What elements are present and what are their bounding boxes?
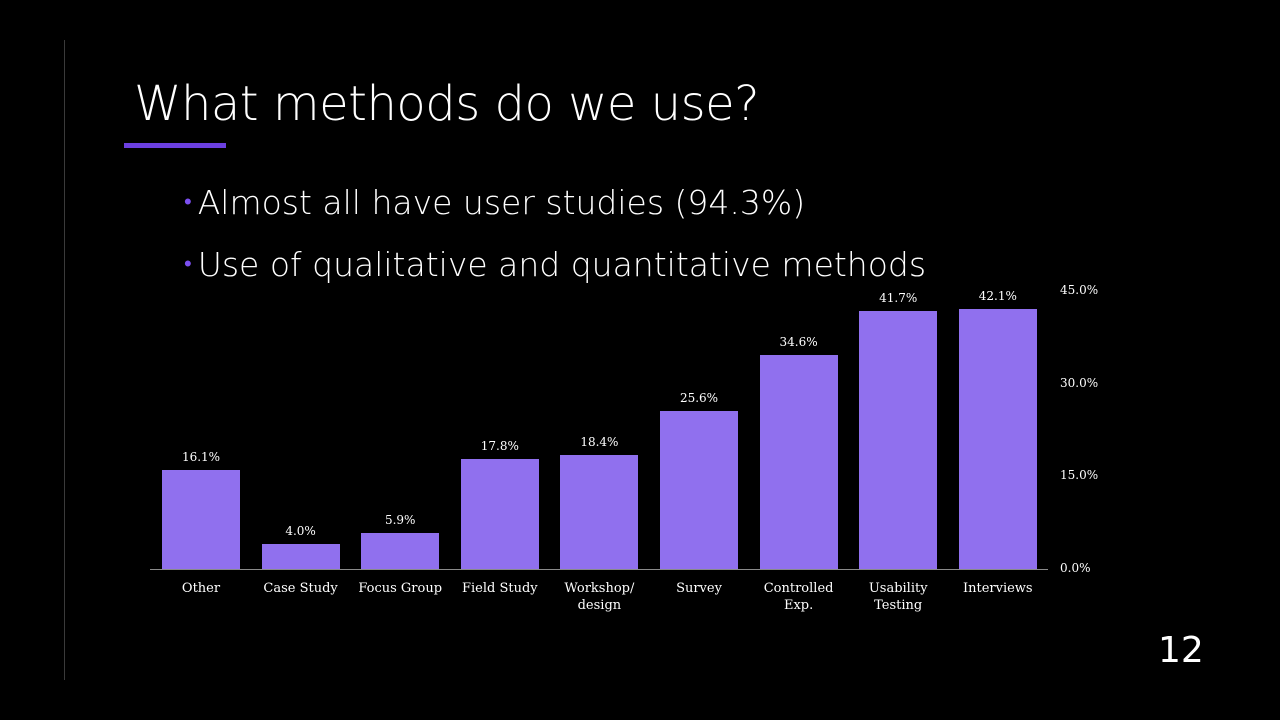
bar: [859, 311, 938, 569]
bar: [759, 355, 838, 569]
slide-title: What methods do we use?: [134, 76, 760, 132]
bar-value-label: 41.7%: [879, 291, 918, 306]
bar: [660, 410, 738, 569]
bullet-dot-icon: •: [184, 252, 192, 277]
y-axis-tick-label: 0.0%: [1060, 561, 1091, 575]
bullet-list: • Almost all have user studies (94.3%) •…: [184, 172, 926, 296]
bar: [162, 469, 240, 569]
page-number: 12: [1158, 630, 1204, 671]
bar-value-label: 4.0%: [285, 524, 316, 539]
category-label: Interviews: [962, 581, 1033, 596]
bar-value-label: 25.6%: [679, 390, 719, 405]
y-axis-tick-label: 45.0%: [1060, 283, 1099, 297]
x-axis-line: [150, 569, 1048, 570]
bar: [460, 459, 539, 569]
category-label: Other: [181, 581, 221, 596]
category-label: Workshop/ design: [564, 581, 635, 613]
category-label: Usability Testing: [868, 581, 928, 613]
category-label: Field Study: [461, 581, 538, 596]
bullet-dot-icon: •: [184, 190, 192, 215]
y-axis-tick-label: 15.0%: [1060, 468, 1099, 483]
bar-value-label: 16.1%: [181, 449, 221, 464]
bar-value-label: 34.6%: [779, 335, 818, 350]
bullet-item: • Use of qualitative and quantitative me…: [184, 234, 926, 296]
bullet-text: Use of qualitative and quantitative meth…: [197, 245, 927, 284]
title-accent-underline: [124, 143, 226, 148]
bar: [261, 544, 340, 569]
bar-value-label: 42.1%: [978, 288, 1017, 303]
bar: [958, 308, 1037, 569]
category-label: Controlled Exp.: [763, 581, 834, 613]
bar-value-label: 18.4%: [580, 435, 619, 450]
bar: [560, 455, 639, 569]
bar-value-label: 17.8%: [480, 439, 519, 454]
category-label: Survey: [676, 581, 722, 596]
category-label: Case Study: [263, 581, 338, 596]
y-axis-tick-label: 30.0%: [1060, 375, 1099, 390]
category-label: Focus Group: [358, 581, 443, 596]
bullet-text: Almost all have user studies (94.3%): [197, 183, 806, 222]
bar: [361, 532, 440, 569]
bar-value-label: 5.9%: [384, 512, 416, 527]
bullet-item: • Almost all have user studies (94.3%): [184, 172, 926, 234]
left-divider-line: [64, 40, 65, 680]
